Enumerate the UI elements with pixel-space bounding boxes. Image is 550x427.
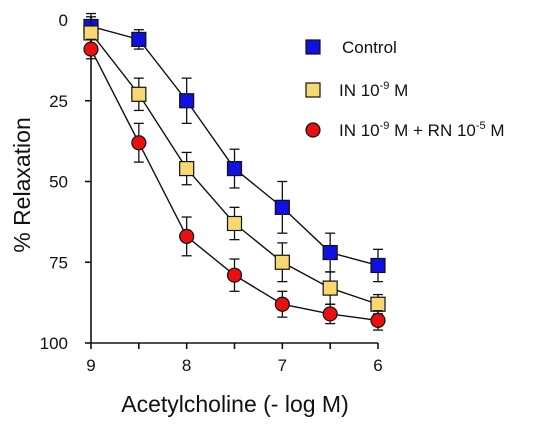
- axes: 0 25 50 75 100 9 8 7 6: [40, 11, 383, 375]
- y-tick-label: 25: [49, 92, 68, 111]
- y-tick-label: 50: [49, 173, 68, 192]
- series-1: [83, 12, 386, 283]
- legend-text-part: IN 10: [339, 121, 380, 140]
- legend-text-part: Control: [342, 38, 397, 57]
- legend-text-part: M: [389, 81, 408, 100]
- legend-marker: [305, 82, 321, 98]
- y-tick-label: 0: [59, 11, 68, 30]
- series-2: [83, 16, 386, 315]
- data-point: [179, 93, 195, 109]
- data-point: [322, 306, 338, 322]
- legend-text-part: M + RN 10: [389, 121, 475, 140]
- data-point: [322, 280, 338, 296]
- data-point: [179, 228, 195, 245]
- data-point: [274, 254, 290, 270]
- y-tick-label: 100: [40, 334, 68, 353]
- legend-label: Control: [342, 38, 397, 57]
- legend-superscript: -5: [476, 120, 486, 132]
- data-point: [322, 244, 338, 261]
- series-layer: [83, 12, 386, 331]
- legend-superscript: -9: [380, 120, 390, 132]
- data-point: [131, 135, 147, 151]
- x-tick-label: 7: [278, 356, 287, 375]
- legend-superscript: -9: [380, 80, 390, 92]
- data-point: [131, 31, 147, 47]
- data-point: [370, 257, 386, 274]
- data-point: [83, 25, 99, 41]
- legend-item-3: IN 10-9 M + RN 10-5 M: [305, 120, 505, 140]
- x-tick-label: 8: [182, 356, 191, 375]
- data-point: [226, 160, 243, 177]
- data-point: [226, 267, 243, 283]
- series-3: [83, 38, 386, 331]
- data-point: [274, 199, 290, 215]
- legend-label: IN 10-9 M: [339, 80, 408, 100]
- legend-label: IN 10-9 M + RN 10-5 M: [339, 120, 505, 140]
- data-point: [370, 296, 386, 312]
- y-tick-label: 75: [49, 253, 68, 272]
- data-point: [131, 86, 147, 102]
- legend-item-2: IN 10-9 M: [305, 80, 408, 100]
- x-tick-label: 6: [373, 356, 382, 375]
- data-point: [179, 160, 195, 177]
- y-axis-title: % Relaxation: [9, 117, 35, 253]
- data-point: [83, 41, 99, 57]
- data-point: [274, 296, 290, 312]
- data-point: [226, 215, 243, 232]
- x-tick-label: 9: [86, 356, 95, 375]
- legend-text-part: IN 10: [339, 81, 380, 100]
- data-point: [370, 312, 386, 328]
- legend-marker: [305, 39, 321, 55]
- x-axis-title: Acetylcholine (- log M): [121, 391, 349, 417]
- legend-text-part: M: [486, 121, 505, 140]
- legend-item-1: Control: [305, 38, 397, 57]
- legend-marker: [305, 122, 321, 138]
